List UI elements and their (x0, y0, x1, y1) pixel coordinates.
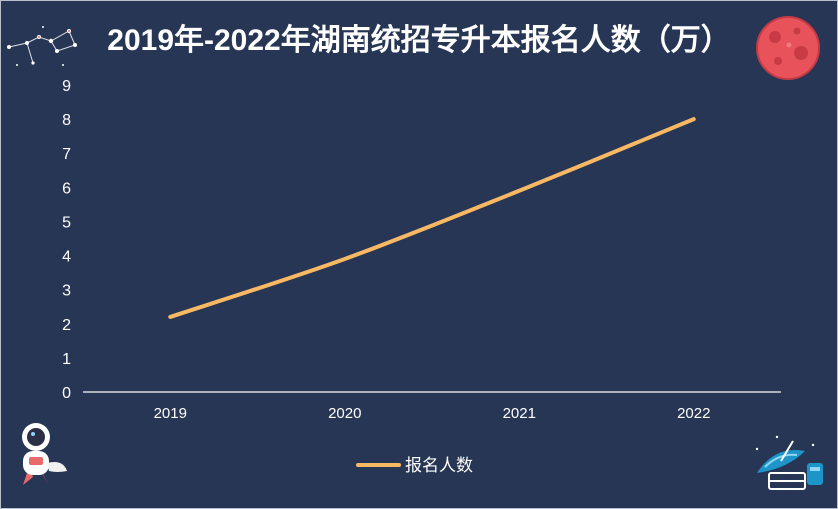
x-tick-label: 2019 (154, 405, 187, 422)
y-tick-label: 3 (62, 283, 71, 300)
series-line-报名人数 (168, 117, 696, 319)
y-tick-label: 5 (62, 214, 71, 231)
y-tick-label: 2 (62, 317, 71, 334)
y-tick-label: 6 (62, 180, 71, 197)
x-tick-label: 2020 (328, 405, 361, 422)
constellation-icon (7, 26, 77, 66)
chart-title: 2019年-2022年湖南统招专升本报名人数（万） (107, 24, 731, 57)
y-tick-label: 0 (62, 385, 71, 402)
y-tick-label: 8 (62, 112, 71, 129)
y-tick-label: 4 (62, 249, 71, 266)
satellite-dish-icon (755, 435, 823, 490)
legend: 报名人数 (356, 456, 473, 475)
x-tick-label: 2022 (677, 405, 710, 422)
x-tick-label: 2021 (503, 405, 536, 422)
y-tick-label: 1 (62, 351, 71, 368)
astronaut-rocket-icon (22, 423, 67, 485)
planet-icon (756, 16, 820, 80)
y-tick-label: 9 (62, 78, 71, 95)
y-tick-label: 7 (62, 146, 71, 163)
legend-label: 报名人数 (405, 456, 473, 475)
